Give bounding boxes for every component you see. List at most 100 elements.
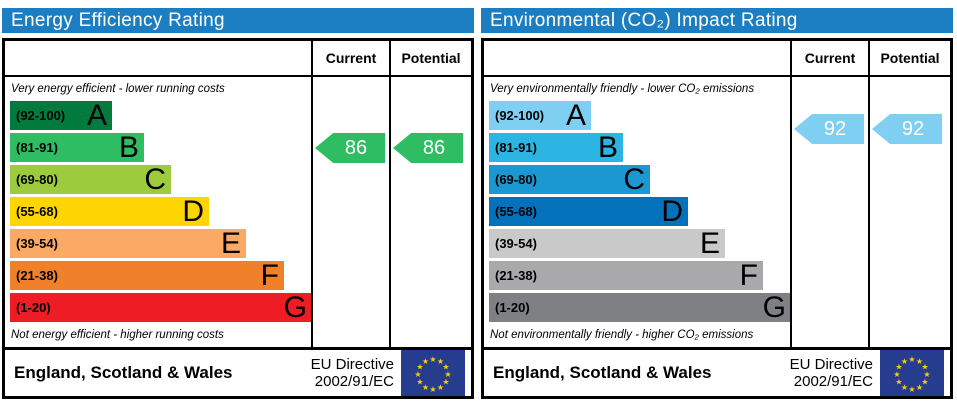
svg-text:★: ★ [921,378,928,387]
current-column-header: Current [790,41,868,75]
current-rating-arrow: 92 [794,114,864,144]
potential-column-header: Potential [868,41,950,75]
band-letter: G [762,291,786,324]
potential-rating-value: 92 [901,117,925,140]
panel-frame: Current Potential Very environmentally f… [481,38,953,399]
svg-text:★: ★ [442,363,449,372]
header-spacer [484,41,790,75]
band-letter: B [118,131,139,164]
svg-text:★: ★ [895,378,902,387]
eu-directive-label: EU Directive 2002/91/EC [790,356,873,391]
bottom-caption: Not energy efficient - higher running co… [11,329,224,341]
band-letter: D [182,195,204,228]
band-e: (39-54) E [10,227,246,260]
svg-text:★: ★ [908,355,915,364]
current-rating-value: 92 [823,117,847,140]
band-letter: A [86,99,107,132]
band-range: (69-80) [495,172,537,187]
band-f: (21-38) F [10,259,284,292]
rating-chart: Very environmentally friendly - lower CO… [484,77,950,347]
column-divider [790,77,792,347]
band-g: (1-20) G [489,291,791,324]
current-rating-value: 86 [344,136,368,159]
top-caption: Very environmentally friendly - lower CO… [490,83,755,95]
band-letter: G [283,291,307,324]
band-letter: A [565,99,586,132]
svg-text:★: ★ [916,357,923,366]
column-divider [389,77,391,347]
column-header-row: Current Potential [5,41,471,77]
band-range: (21-38) [495,268,537,283]
band-letter: C [144,163,166,196]
eu-directive-label: EU Directive 2002/91/EC [311,356,394,391]
eu-directive-line2: 2002/91/EC [793,373,873,390]
band-range: (92-100) [495,108,545,123]
band-b: (81-91) B [10,131,144,164]
eu-flag-icon: ★ ★★ ★★★ ★★★ ★★★ [880,350,944,396]
panel-title: Energy Efficiency Rating [2,8,474,33]
svg-text:★: ★ [437,357,444,366]
band-letter: F [260,259,279,292]
band-range: (55-68) [16,204,58,219]
panel-footer: England, Scotland & Wales EU Directive 2… [5,347,471,396]
band-letter: D [661,195,683,228]
band-range: (39-54) [495,236,537,251]
band-range: (1-20) [16,300,51,315]
band-range: (69-80) [16,172,58,187]
column-divider [311,77,313,347]
band-d: (55-68) D [10,195,209,228]
band-a: (92-100) A [10,99,112,132]
svg-text:★: ★ [916,383,923,392]
svg-text:★: ★ [923,370,930,379]
band-range: (21-38) [16,268,58,283]
svg-text:★: ★ [893,370,900,379]
energy-efficiency-panel: Energy Efficiency Rating Current Potenti… [2,8,474,399]
band-range: (55-68) [495,204,537,219]
band-range: (39-54) [16,236,58,251]
svg-text:★: ★ [908,385,915,394]
environmental-impact-panel: Environmental (CO₂) Impact Rating Curren… [481,8,953,399]
potential-rating-arrow: 92 [872,114,942,144]
eu-directive-line1: EU Directive [789,355,873,373]
svg-text:★: ★ [422,383,429,392]
panel-title: Environmental (CO₂) Impact Rating [481,8,953,33]
svg-text:★: ★ [901,357,908,366]
band-letter: E [220,227,241,260]
top-caption: Very energy efficient - lower running co… [11,83,225,95]
band-b: (81-91) B [489,131,623,164]
band-range: (92-100) [16,108,66,123]
band-a: (92-100) A [489,99,591,132]
potential-rating-value: 86 [422,136,446,159]
band-c: (69-80) C [10,163,171,196]
band-range: (81-91) [16,140,58,155]
region-label: England, Scotland & Wales [493,363,712,382]
svg-text:★: ★ [414,370,421,379]
svg-text:★: ★ [416,378,423,387]
band-letter: B [597,131,618,164]
potential-rating-arrow: 86 [393,133,463,163]
bottom-caption: Not environmentally friendly - higher CO… [490,329,754,341]
svg-text:★: ★ [437,383,444,392]
svg-text:★: ★ [444,370,451,379]
band-e: (39-54) E [489,227,725,260]
svg-text:★: ★ [429,385,436,394]
eu-directive-line1: EU Directive [310,355,394,373]
svg-text:★: ★ [422,357,429,366]
region-label: England, Scotland & Wales [14,363,233,382]
panel-footer: England, Scotland & Wales EU Directive 2… [484,347,950,396]
svg-text:★: ★ [429,355,436,364]
column-header-row: Current Potential [484,41,950,77]
rating-chart: Very energy efficient - lower running co… [5,77,471,347]
column-divider [868,77,870,347]
band-g: (1-20) G [10,291,312,324]
svg-text:★: ★ [416,363,423,372]
band-letter: C [623,163,645,196]
potential-column-header: Potential [389,41,471,75]
band-range: (1-20) [495,300,530,315]
band-letter: E [699,227,720,260]
svg-text:★: ★ [442,378,449,387]
svg-text:★: ★ [901,383,908,392]
band-range: (81-91) [495,140,537,155]
band-letter: F [739,259,758,292]
